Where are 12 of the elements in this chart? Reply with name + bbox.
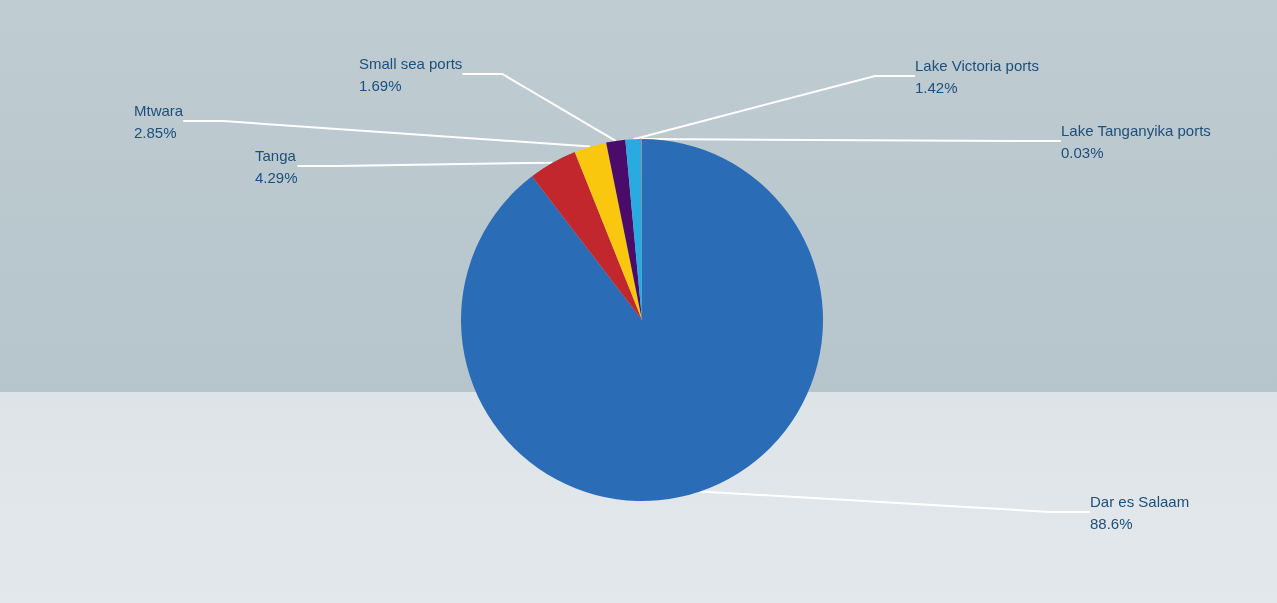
data-label: 4.29% [255,168,298,186]
data-label: 1.42% [915,78,958,96]
slice-label: Dar es Salaam [1090,492,1190,510]
data-label: 1.69% [359,76,402,94]
slice-label: Mtwara [134,101,184,119]
slice-label: Lake Tanganyika ports [1061,121,1211,139]
data-label: 88.6% [1090,514,1133,532]
data-label: 2.85% [134,123,177,141]
slice-label: Lake Victoria ports [915,56,1039,74]
slice-label: Small sea ports [359,54,463,72]
slice-label: Tanga [255,146,297,164]
data-label: 0.03% [1061,143,1104,161]
